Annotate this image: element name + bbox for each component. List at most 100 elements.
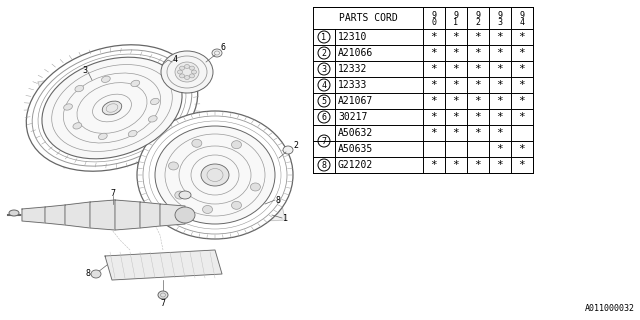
Text: *: * xyxy=(431,80,437,90)
Text: 12310: 12310 xyxy=(338,32,367,42)
Polygon shape xyxy=(140,202,160,228)
Text: 8: 8 xyxy=(85,269,90,278)
Ellipse shape xyxy=(201,164,229,186)
Ellipse shape xyxy=(26,45,198,171)
Polygon shape xyxy=(38,62,178,168)
Ellipse shape xyxy=(192,139,202,147)
Polygon shape xyxy=(148,186,285,226)
Text: *: * xyxy=(431,48,437,58)
Ellipse shape xyxy=(63,104,72,110)
Text: 1: 1 xyxy=(321,33,326,42)
Ellipse shape xyxy=(250,183,260,191)
Ellipse shape xyxy=(212,49,222,57)
Text: *: * xyxy=(452,112,460,122)
Text: 8: 8 xyxy=(321,161,326,170)
Text: *: * xyxy=(475,80,481,90)
Ellipse shape xyxy=(175,191,185,199)
Text: *: * xyxy=(475,64,481,74)
Text: 0: 0 xyxy=(431,18,436,27)
Text: *: * xyxy=(497,128,504,138)
Ellipse shape xyxy=(191,70,196,74)
Ellipse shape xyxy=(202,205,212,213)
Text: *: * xyxy=(518,112,525,122)
Ellipse shape xyxy=(9,210,19,216)
Text: *: * xyxy=(518,144,525,154)
Ellipse shape xyxy=(177,70,182,74)
Text: 3: 3 xyxy=(83,66,88,75)
Text: *: * xyxy=(497,80,504,90)
Text: *: * xyxy=(431,128,437,138)
Text: 4: 4 xyxy=(173,54,177,63)
Text: 5: 5 xyxy=(321,97,326,106)
Ellipse shape xyxy=(91,270,101,278)
Text: *: * xyxy=(497,96,504,106)
Ellipse shape xyxy=(175,62,199,82)
Text: *: * xyxy=(475,32,481,42)
Ellipse shape xyxy=(128,131,137,137)
Text: *: * xyxy=(518,96,525,106)
Ellipse shape xyxy=(161,51,213,93)
Text: 3: 3 xyxy=(321,65,326,74)
Text: *: * xyxy=(475,160,481,170)
Text: 30217: 30217 xyxy=(338,112,367,122)
Text: 9: 9 xyxy=(497,11,502,20)
Text: *: * xyxy=(497,32,504,42)
Text: PARTS CORD: PARTS CORD xyxy=(339,13,397,23)
Text: *: * xyxy=(452,32,460,42)
Text: *: * xyxy=(452,64,460,74)
Text: 2: 2 xyxy=(321,49,326,58)
Text: 9: 9 xyxy=(454,11,458,20)
Ellipse shape xyxy=(184,65,189,68)
Text: 7: 7 xyxy=(321,137,326,146)
Ellipse shape xyxy=(184,76,189,79)
Text: 7: 7 xyxy=(161,299,166,308)
Ellipse shape xyxy=(99,133,108,140)
Text: *: * xyxy=(497,160,504,170)
Text: *: * xyxy=(518,32,525,42)
Ellipse shape xyxy=(179,191,191,199)
Ellipse shape xyxy=(180,74,184,78)
Text: 1: 1 xyxy=(454,18,458,27)
Ellipse shape xyxy=(102,101,122,115)
Text: A50635: A50635 xyxy=(338,144,373,154)
Ellipse shape xyxy=(168,162,179,170)
Ellipse shape xyxy=(150,98,159,105)
Ellipse shape xyxy=(42,57,182,159)
Text: A50632: A50632 xyxy=(338,128,373,138)
Ellipse shape xyxy=(189,74,195,78)
Text: *: * xyxy=(518,64,525,74)
Ellipse shape xyxy=(232,201,241,209)
Text: *: * xyxy=(431,64,437,74)
Polygon shape xyxy=(65,202,90,228)
Text: 12332: 12332 xyxy=(338,64,367,74)
Text: 12333: 12333 xyxy=(338,80,367,90)
Ellipse shape xyxy=(283,146,293,154)
Ellipse shape xyxy=(137,111,293,239)
Text: 6: 6 xyxy=(221,43,225,52)
Ellipse shape xyxy=(175,207,195,223)
Text: 9: 9 xyxy=(520,11,525,20)
Text: *: * xyxy=(497,144,504,154)
Text: 4: 4 xyxy=(321,81,326,90)
Text: 9: 9 xyxy=(431,11,436,20)
Polygon shape xyxy=(22,207,45,223)
Text: *: * xyxy=(431,160,437,170)
Text: 9: 9 xyxy=(476,11,481,20)
Ellipse shape xyxy=(189,66,195,70)
Text: *: * xyxy=(452,48,460,58)
Ellipse shape xyxy=(155,126,275,224)
Polygon shape xyxy=(105,250,222,280)
Text: *: * xyxy=(518,48,525,58)
Text: *: * xyxy=(475,96,481,106)
Text: *: * xyxy=(518,80,525,90)
Ellipse shape xyxy=(102,76,110,83)
Text: *: * xyxy=(452,160,460,170)
Text: *: * xyxy=(431,32,437,42)
Ellipse shape xyxy=(158,291,168,299)
Text: A21066: A21066 xyxy=(338,48,373,58)
Polygon shape xyxy=(115,200,140,230)
Text: 2: 2 xyxy=(293,140,298,149)
Text: *: * xyxy=(452,80,460,90)
Text: *: * xyxy=(475,128,481,138)
Text: G21202: G21202 xyxy=(338,160,373,170)
